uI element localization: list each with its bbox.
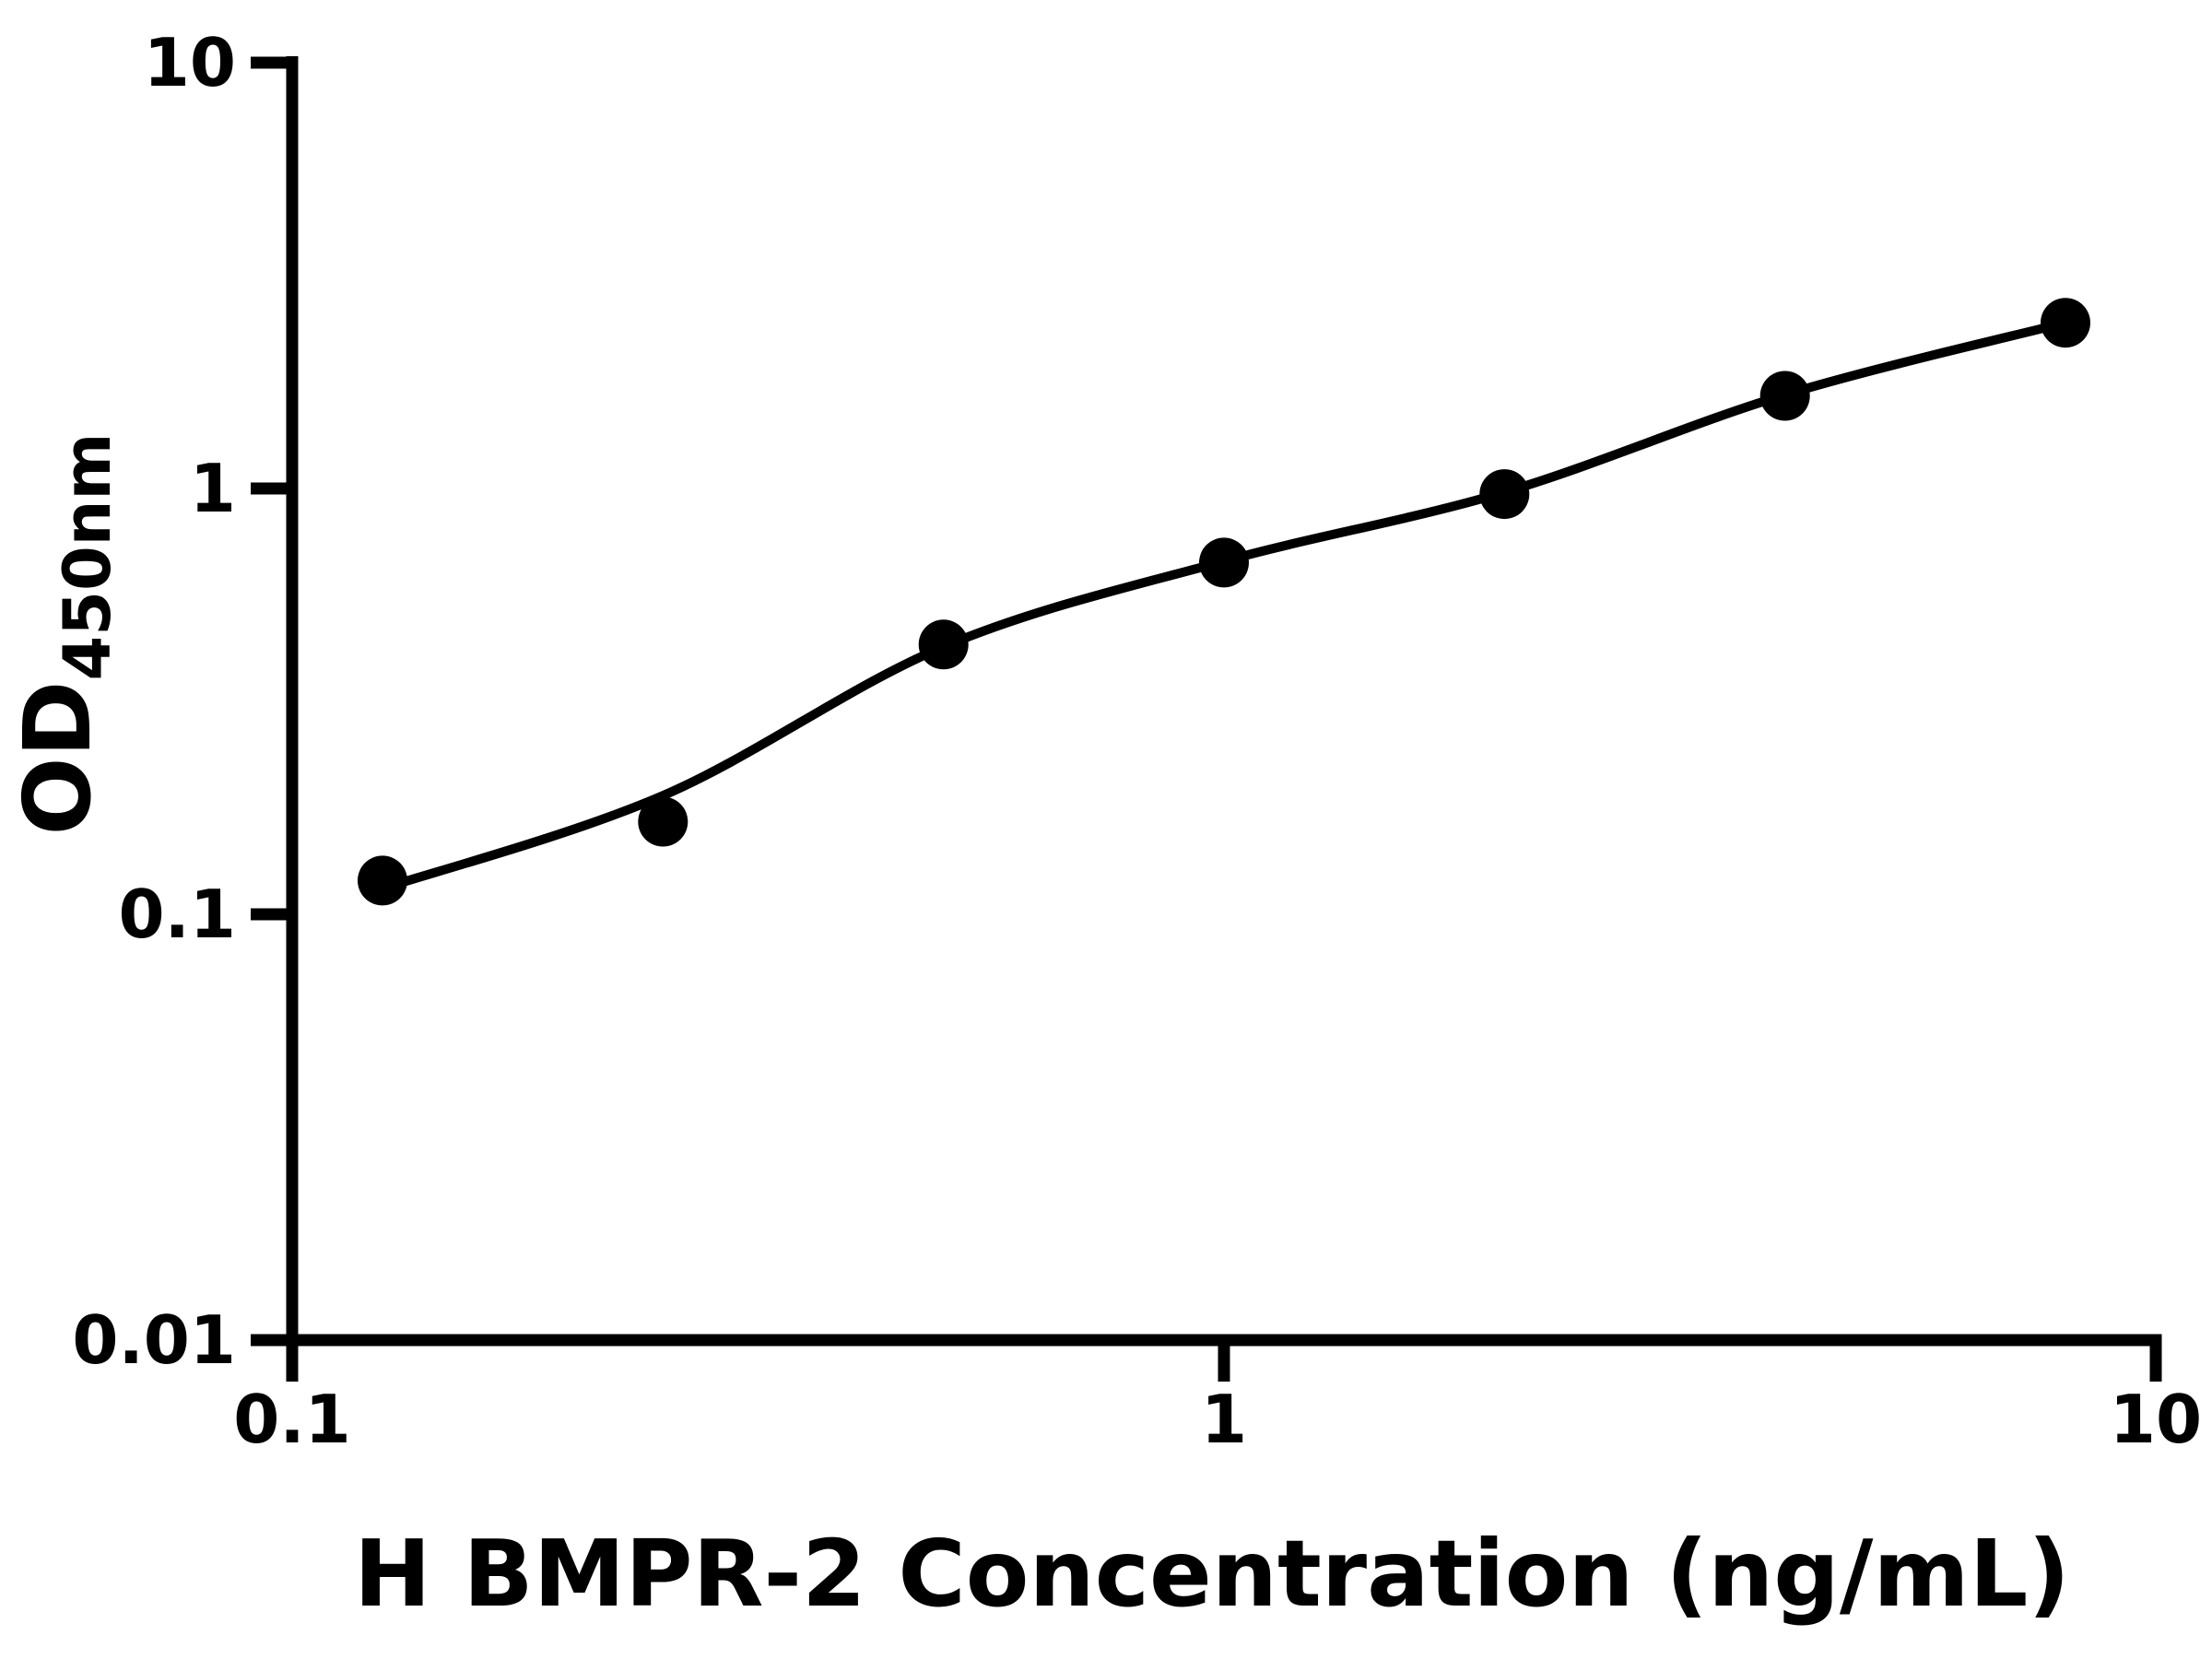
x-axis-title: H BMPR-2 Concentration (ng/mL) (354, 1520, 2070, 1628)
data-points-group (358, 298, 2090, 906)
x-tick-label-0.1: 0.1 (233, 1381, 351, 1458)
y-tick-label-10: 10 (144, 24, 236, 101)
data-point (1199, 537, 1249, 588)
data-point (1479, 469, 1530, 520)
axes-group (251, 56, 2162, 1382)
data-point (638, 796, 688, 847)
data-point (358, 855, 407, 906)
data-point (2041, 298, 2090, 348)
data-point (1759, 371, 1810, 421)
y-axis-title: OD450nm (4, 433, 125, 836)
y-tick-label-1: 1 (190, 450, 236, 527)
x-tick-label-1: 1 (1201, 1381, 1247, 1458)
x-tick-label-10: 10 (2110, 1381, 2202, 1458)
y-tick-label-0.01: 0.01 (72, 1301, 236, 1379)
data-point (918, 619, 969, 670)
y-tick-label-0.1: 0.1 (118, 876, 236, 953)
y-axis-title-subscript: 450nm (50, 433, 125, 681)
y-axis-title-main: OD (4, 680, 112, 835)
